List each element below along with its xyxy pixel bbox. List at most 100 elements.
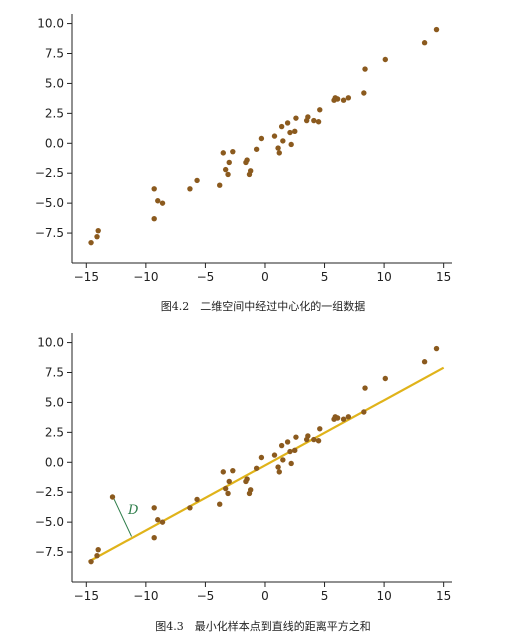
y-tick-label: −5.0	[35, 196, 64, 210]
data-point	[225, 171, 231, 178]
data-point	[362, 385, 368, 391]
y-tick-label: 0.0	[45, 136, 64, 150]
x-tick-label: 10	[376, 270, 391, 284]
data-point	[220, 150, 226, 156]
data-point	[217, 182, 223, 188]
regression-line	[88, 366, 445, 563]
y-tick-label: −7.5	[35, 545, 64, 559]
data-point	[287, 448, 293, 455]
distance-label: D	[127, 503, 139, 518]
data-point	[159, 200, 166, 206]
figure-4-2-caption: 图4.2 二维空间中经过中心化的一组数据	[161, 299, 366, 313]
y-tick-label: −7.5	[35, 226, 64, 240]
data-point	[88, 239, 94, 246]
data-point	[230, 467, 236, 474]
figure-4-2-scatter: −15 −10 −5 0 5 10 15 10.0 7.5 5.0 2.5 0.0 −2.5 −5.0 −7…	[35, 14, 452, 284]
data-point	[382, 375, 388, 382]
data-point	[311, 436, 317, 443]
data-point	[194, 496, 200, 503]
data-point	[287, 129, 293, 136]
data-point	[284, 120, 291, 126]
x-tick-label: −15	[74, 589, 99, 603]
data-point	[345, 95, 352, 101]
figure-4-3-scatter-with-fit: −15 −10 −5 0 5 10 15 10.0 7.5 5.0 2.5 0.0 −2.5 −5.0 −7…	[35, 333, 452, 603]
data-point	[421, 359, 428, 365]
data-point	[155, 198, 161, 204]
data-point	[382, 56, 388, 63]
data-point	[275, 145, 281, 151]
data-point	[109, 494, 116, 500]
data-point	[246, 490, 253, 497]
data-point	[271, 133, 278, 139]
data-point	[361, 409, 367, 415]
data-point	[222, 166, 229, 173]
data-point	[433, 26, 440, 33]
data-point	[271, 452, 278, 458]
figure-4-3-caption: 图4.3 最小化样本点到直线的距离平方之和	[155, 619, 371, 633]
data-point	[340, 97, 347, 103]
data-point	[288, 141, 294, 148]
data-point	[293, 115, 299, 121]
data-point	[244, 157, 250, 163]
x-tick-label: −15	[74, 270, 99, 284]
data-point	[292, 128, 298, 135]
data-point	[253, 465, 260, 471]
data-point	[305, 114, 311, 120]
data-point	[284, 439, 291, 445]
data-point	[220, 469, 226, 475]
data-point	[151, 535, 157, 541]
data-point	[317, 107, 323, 113]
data-point	[305, 433, 311, 439]
data-point	[253, 146, 260, 152]
data-point	[288, 460, 294, 467]
y-tick-label: −5.0	[35, 515, 64, 529]
y-tick-label: 7.5	[45, 47, 64, 61]
data-point	[275, 464, 281, 470]
x-tick-label: 15	[436, 589, 451, 603]
y-tick-label: 10.0	[37, 17, 64, 31]
data-point	[155, 517, 161, 523]
x-tick-label: −10	[133, 270, 158, 284]
data-point	[230, 148, 236, 155]
y-tick-label: 0.0	[45, 455, 64, 469]
data-point	[226, 159, 232, 166]
data-point	[151, 216, 157, 222]
data-point	[421, 40, 428, 46]
data-point	[226, 478, 232, 485]
data-point	[217, 501, 223, 507]
data-point	[151, 186, 157, 192]
data-point	[293, 434, 299, 440]
data-point	[258, 454, 265, 461]
data-point	[311, 117, 317, 124]
data-point	[222, 485, 229, 492]
data-point	[187, 505, 193, 511]
x-tick-label: −5	[197, 270, 215, 284]
data-point	[334, 415, 341, 421]
data-point	[244, 476, 250, 482]
data-point	[276, 150, 282, 156]
y-tick-label: −2.5	[35, 166, 64, 180]
data-point	[278, 123, 285, 130]
data-point	[225, 490, 231, 497]
data-point	[88, 558, 94, 565]
data-point	[276, 469, 282, 475]
x-tick-label: −10	[133, 589, 158, 603]
data-point	[278, 442, 285, 449]
y-tick-label: 5.0	[45, 76, 64, 90]
data-point	[315, 119, 322, 125]
data-point	[340, 416, 347, 422]
data-point	[151, 505, 157, 511]
data-point	[246, 171, 253, 178]
y-tick-label: 10.0	[37, 336, 64, 350]
data-point	[433, 345, 440, 352]
data-point	[280, 138, 286, 144]
data-point	[361, 90, 367, 96]
data-point	[194, 177, 200, 184]
y-tick-label: 7.5	[45, 366, 64, 380]
data-point	[187, 186, 193, 192]
data-point	[94, 233, 100, 240]
x-tick-label: 0	[261, 270, 269, 284]
data-point	[362, 66, 368, 72]
data-point	[317, 426, 323, 432]
